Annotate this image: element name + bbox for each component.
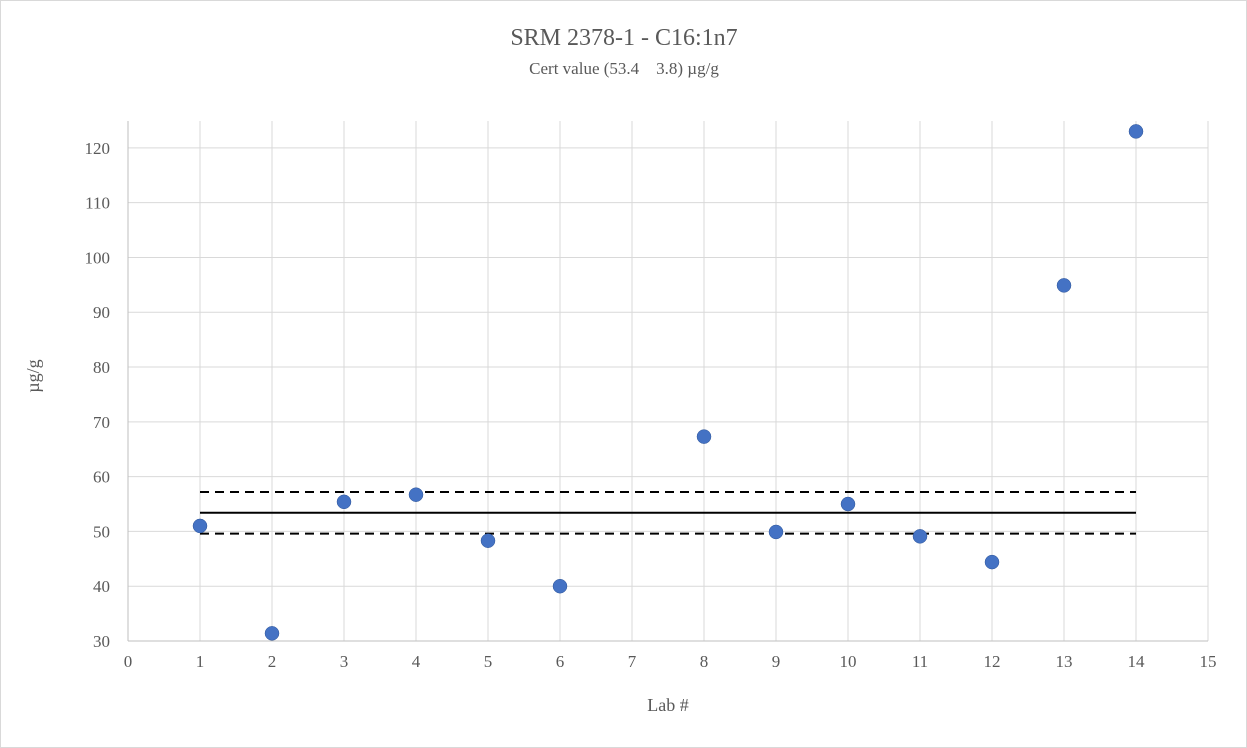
- y-tick-label: 90: [93, 303, 110, 322]
- chart-title: SRM 2378-1 - C16:1n7: [510, 25, 737, 51]
- data-point-lab-1: [192, 518, 208, 534]
- x-tick-label: 10: [840, 652, 857, 671]
- data-point-lab-11: [912, 529, 928, 544]
- data-point-lab-2: [264, 626, 280, 641]
- tick-labels: 0 1 2 3 4 5 6 7 8 9 10 11 12 13 14 15304050607080901001…: [85, 139, 1217, 671]
- data-point-lab-3: [336, 494, 352, 510]
- data-point-lab-9: [768, 524, 784, 540]
- data-point-lab-10: [840, 496, 856, 512]
- x-tick-label: 3: [340, 652, 349, 671]
- x-tick-label: 0: [124, 652, 133, 671]
- x-tick-label: 14: [1128, 652, 1146, 671]
- reference-lines: [200, 490, 1136, 535]
- chart-subtitle: Cert value (53.4 3.8) µg/g: [529, 59, 719, 78]
- data-points: [192, 124, 1144, 641]
- y-axis-title: µg/g: [23, 359, 43, 392]
- gridlines: [127, 121, 1209, 642]
- y-tick-label: 110: [85, 194, 110, 213]
- y-tick-label: 40: [93, 577, 110, 596]
- data-point-lab-5: [480, 533, 496, 548]
- x-axis-title: Lab #: [647, 695, 688, 715]
- y-tick-label: 80: [93, 358, 110, 377]
- x-tick-label: 13: [1056, 652, 1073, 671]
- y-tick-label: 70: [93, 413, 110, 432]
- data-point-lab-6: [552, 578, 568, 594]
- data-point-lab-14: [1128, 124, 1144, 139]
- data-point-lab-8: [696, 429, 712, 444]
- data-point-lab-13: [1056, 278, 1072, 293]
- x-tick-label: 7: [628, 652, 637, 671]
- y-tick-label: 60: [93, 468, 110, 487]
- x-tick-label: 12: [984, 652, 1001, 671]
- y-tick-label: 100: [85, 248, 111, 267]
- x-tick-label: 5: [484, 652, 493, 671]
- x-tick-label: 15: [1200, 652, 1217, 671]
- data-point-lab-12: [984, 554, 1000, 570]
- x-tick-label: 11: [912, 652, 928, 671]
- y-tick-label: 50: [93, 522, 110, 541]
- x-tick-label: 9: [772, 652, 781, 671]
- data-point-lab-4: [408, 487, 424, 502]
- x-tick-label: 1: [196, 652, 205, 671]
- y-tick-label: 120: [85, 139, 111, 158]
- x-tick-label: 2: [268, 652, 277, 671]
- x-tick-label: 8: [700, 652, 709, 671]
- x-tick-label: 6: [556, 652, 565, 671]
- x-tick-label: 4: [412, 652, 421, 671]
- y-tick-label: 30: [93, 632, 110, 651]
